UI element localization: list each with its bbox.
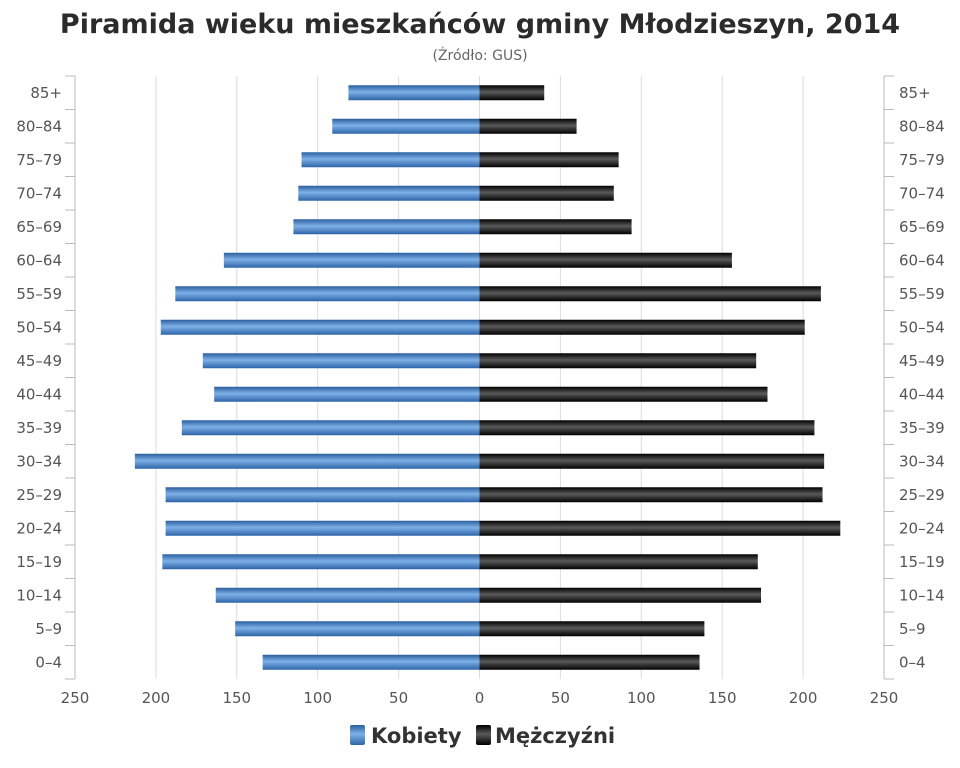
category-label-left: 25–29 — [16, 486, 62, 504]
bar-mezczyzni[interactable] — [479, 621, 705, 637]
bar-mezczyzni[interactable] — [479, 85, 545, 101]
grid-lines — [155, 76, 804, 679]
bar-kobiety[interactable] — [160, 319, 480, 335]
category-label-left: 15–19 — [16, 553, 62, 571]
bar-mezczyzni[interactable] — [479, 554, 758, 570]
x-tick-label: 250 — [61, 689, 90, 707]
bar-mezczyzni[interactable] — [479, 353, 757, 369]
category-label-left: 65–69 — [16, 218, 62, 236]
bar-kobiety[interactable] — [298, 185, 480, 201]
category-label-left: 55–59 — [16, 285, 62, 303]
bar-kobiety[interactable] — [332, 118, 480, 134]
category-label-left: 5–9 — [35, 620, 62, 638]
legend-swatch-mezczyzni — [476, 725, 491, 745]
bar-mezczyzni[interactable] — [479, 487, 823, 503]
category-label-left: 0–4 — [35, 653, 62, 671]
category-label-left: 30–34 — [16, 452, 62, 470]
category-label-right: 10–14 — [899, 586, 945, 604]
bar-kobiety[interactable] — [215, 587, 480, 603]
category-label-right: 15–19 — [899, 553, 945, 571]
category-label-right: 35–39 — [899, 419, 945, 437]
category-label-right: 50–54 — [899, 318, 945, 336]
labels: 250 200 150 100 50 0 50 100 150 200 250 85+ 85+ 80–84… — [16, 84, 944, 707]
x-tick-label: 150 — [222, 689, 251, 707]
bar-mezczyzni[interactable] — [479, 252, 732, 268]
legend-swatch-kobiety — [350, 725, 365, 745]
bar-mezczyzni[interactable] — [479, 152, 619, 168]
category-label-right: 25–29 — [899, 486, 945, 504]
chart-subtitle: (Źródło: GUS) — [432, 46, 527, 64]
category-label-right: 30–34 — [899, 452, 945, 470]
bar-mezczyzni[interactable] — [479, 286, 821, 302]
category-label-left: 70–74 — [16, 184, 62, 202]
x-tick-label: 0 — [475, 689, 485, 707]
category-label-left: 10–14 — [16, 586, 62, 604]
legend[interactable]: Kobiety Mężczyźni — [350, 724, 615, 748]
category-label-right: 65–69 — [899, 218, 945, 236]
category-label-right: 75–79 — [899, 151, 945, 169]
bar-mezczyzni[interactable] — [479, 118, 577, 134]
category-label-left: 20–24 — [16, 519, 62, 537]
bar-kobiety[interactable] — [162, 554, 480, 570]
category-label-left: 85+ — [30, 84, 62, 102]
category-label-right: 20–24 — [899, 519, 945, 537]
bar-mezczyzni[interactable] — [479, 520, 841, 536]
bar-mezczyzni[interactable] — [479, 587, 762, 603]
legend-item-kobiety[interactable]: Kobiety — [350, 724, 462, 748]
bar-kobiety[interactable] — [165, 487, 480, 503]
bar-mezczyzni[interactable] — [479, 219, 632, 235]
bar-kobiety[interactable] — [202, 353, 480, 369]
category-label-right: 85+ — [899, 84, 931, 102]
bar-kobiety[interactable] — [293, 219, 480, 235]
category-label-right: 55–59 — [899, 285, 945, 303]
bars — [134, 85, 841, 670]
bar-kobiety[interactable] — [223, 252, 480, 268]
x-tick-label: 50 — [389, 689, 408, 707]
bar-mezczyzni[interactable] — [479, 420, 815, 436]
bar-mezczyzni[interactable] — [479, 453, 825, 469]
category-label-right: 5–9 — [899, 620, 926, 638]
bar-kobiety[interactable] — [175, 286, 480, 302]
bar-kobiety[interactable] — [134, 453, 480, 469]
x-tick-label: 100 — [627, 689, 656, 707]
category-label-left: 60–64 — [16, 251, 62, 269]
bar-kobiety[interactable] — [301, 152, 480, 168]
bar-kobiety[interactable] — [214, 386, 480, 402]
x-tick-label: 200 — [142, 689, 171, 707]
legend-label-mezczyzni: Mężczyźni — [495, 724, 615, 748]
legend-item-mezczyzni[interactable]: Mężczyźni — [476, 724, 615, 748]
bar-kobiety[interactable] — [181, 420, 480, 436]
category-label-left: 35–39 — [16, 419, 62, 437]
x-tick-label: 50 — [551, 689, 570, 707]
category-label-left: 40–44 — [16, 385, 62, 403]
bar-kobiety[interactable] — [235, 621, 480, 637]
chart-title: Piramida wieku mieszkańców gminy Młodzie… — [60, 9, 900, 40]
category-label-left: 45–49 — [16, 352, 62, 370]
category-label-right: 40–44 — [899, 385, 945, 403]
bar-kobiety[interactable] — [262, 654, 480, 670]
category-label-right: 0–4 — [899, 653, 926, 671]
x-tick-label: 150 — [708, 689, 737, 707]
legend-label-kobiety: Kobiety — [371, 724, 462, 748]
category-label-right: 80–84 — [899, 117, 945, 135]
category-label-right: 60–64 — [899, 251, 945, 269]
bar-mezczyzni[interactable] — [479, 386, 768, 402]
bar-mezczyzni[interactable] — [479, 654, 700, 670]
category-label-right: 70–74 — [899, 184, 945, 202]
bar-mezczyzni[interactable] — [479, 185, 614, 201]
category-label-right: 45–49 — [899, 352, 945, 370]
category-label-left: 80–84 — [16, 117, 62, 135]
bar-kobiety[interactable] — [348, 85, 480, 101]
bar-mezczyzni[interactable] — [479, 319, 805, 335]
x-tick-label: 200 — [789, 689, 818, 707]
category-label-left: 50–54 — [16, 318, 62, 336]
axes — [65, 75, 894, 680]
x-tick-label: 100 — [303, 689, 332, 707]
bar-kobiety[interactable] — [165, 520, 480, 536]
x-tick-label: 250 — [870, 689, 899, 707]
category-label-left: 75–79 — [16, 151, 62, 169]
